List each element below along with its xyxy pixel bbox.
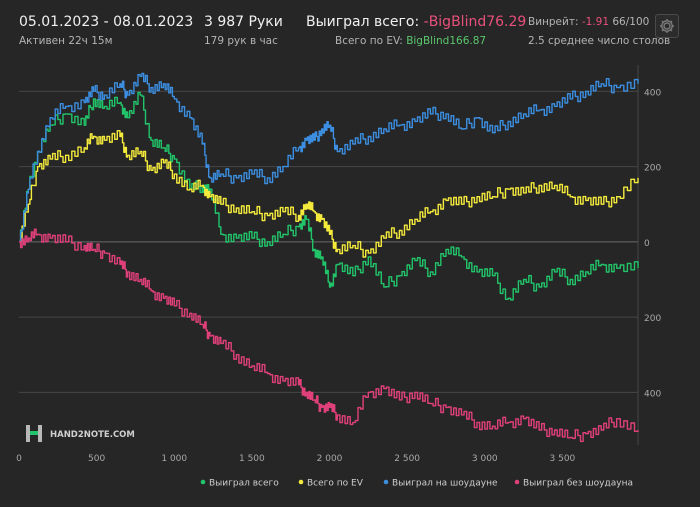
winrate-value: -1.91 <box>581 16 610 28</box>
x-axis-ticks: 0 500 1 000 1 500 2 000 2 500 3 000 3 500 <box>16 454 575 464</box>
won-total-label: Выиграл всего: <box>306 14 420 30</box>
hands-count: 3 987 Руки <box>204 14 283 30</box>
y-tick-label: 400 <box>644 389 661 399</box>
winrate-label: Винрейт: <box>528 16 579 28</box>
x-tick-label: 1 000 <box>161 454 187 464</box>
won-total-value: -BigBlind76.29 <box>423 14 527 30</box>
legend-item[interactable]: Выиграл всего <box>200 479 280 489</box>
won-ev: Всего по EV: BigBlind166.87 <box>335 35 486 47</box>
chart-grid <box>19 65 639 445</box>
won-ev-value: BigBlind166.87 <box>406 35 487 47</box>
active-time: Активен 22ч 15м <box>19 35 113 47</box>
legend-item[interactable]: Всего по EV <box>298 479 364 489</box>
legend-label: Выиграл на шоудауне <box>392 479 498 489</box>
y-tick-label: 0 <box>644 239 650 249</box>
series-line <box>19 228 639 443</box>
y-axis-ticks: 400 200 0 200 400 <box>644 88 661 399</box>
chart-series <box>19 72 639 443</box>
won-ev-label: Всего по EV: <box>335 35 403 47</box>
winrate: Винрейт: -1.91 66/100 <box>528 16 649 28</box>
series-line <box>19 91 639 301</box>
y-tick-label: 400 <box>644 88 661 98</box>
x-tick-label: 3 500 <box>550 454 576 464</box>
date-range: 05.01.2023 - 08.01.2023 <box>19 14 194 30</box>
x-tick-label: 3 000 <box>472 454 498 464</box>
winrate-suffix: 66/100 <box>612 16 650 28</box>
series-line <box>19 72 639 243</box>
y-tick-label: 200 <box>644 164 661 174</box>
x-tick-label: 2 500 <box>394 454 420 464</box>
avg-tables: 2.5 среднее число столов <box>528 35 671 47</box>
legend-label: Выиграл без шоудауна <box>523 479 633 489</box>
watermark-text: HAND2NOTE.COM <box>50 430 135 440</box>
legend-item[interactable]: Выиграл на шоудауне <box>383 479 498 489</box>
watermark: HAND2NOTE.COM <box>26 425 135 442</box>
x-tick-label: 2 000 <box>317 454 343 464</box>
hands-per-hour: 179 рук в час <box>204 35 278 47</box>
gear-icon <box>660 19 674 33</box>
legend-dot <box>298 479 304 485</box>
legend-label: Всего по EV <box>307 479 364 489</box>
legend-dot <box>383 479 389 485</box>
series-line <box>19 130 639 258</box>
x-tick-label: 1 500 <box>239 454 265 464</box>
chart-legend: Выиграл всего Всего по EV Выиграл на шоуда… <box>200 479 633 489</box>
hand2note-logo-icon <box>26 425 42 442</box>
legend-label: Выиграл всего <box>209 479 279 489</box>
settings-button[interactable] <box>655 14 679 38</box>
x-tick-label: 0 <box>16 454 22 464</box>
y-tick-label: 200 <box>644 314 661 324</box>
won-total: Выиграл всего: -BigBlind76.29 <box>306 14 526 30</box>
x-tick-label: 500 <box>88 454 105 464</box>
legend-item[interactable]: Выиграл без шоудауна <box>514 479 633 489</box>
legend-dot <box>200 479 206 485</box>
legend-dot <box>514 479 520 485</box>
